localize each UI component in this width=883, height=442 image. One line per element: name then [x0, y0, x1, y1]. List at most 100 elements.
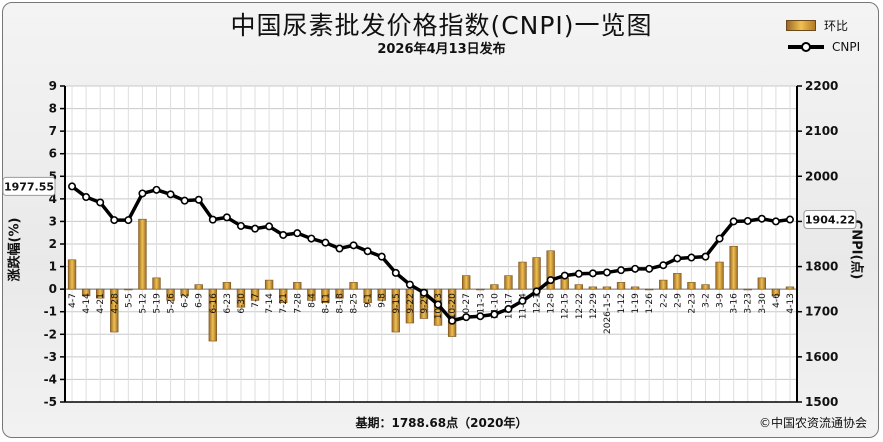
x-tick-label: 6-9: [195, 293, 205, 308]
x-tick-label: 11-10: [490, 293, 500, 319]
x-tick-label: 4-13: [786, 293, 796, 313]
bar: [293, 282, 302, 290]
cnpi-point: [588, 269, 597, 278]
x-tick-label: 8-18: [336, 293, 346, 314]
y-tick-label: 4: [49, 192, 57, 206]
cnpi-point: [659, 261, 668, 270]
x-tick-label: 9-8: [378, 293, 388, 308]
x-tick-label: 6-30: [237, 293, 247, 314]
bar: [152, 277, 161, 290]
x-tick-label: 4-6: [772, 293, 782, 308]
cnpi-line: [70, 185, 791, 323]
x-tick-label: 10-27: [462, 293, 472, 319]
x-tick-label: 5-26: [167, 293, 177, 314]
cnpi-point: [617, 266, 626, 275]
cnpi-point: [462, 313, 471, 322]
cnpi-point: [701, 252, 710, 261]
x-tick-label: 3-2: [702, 293, 712, 308]
bar: [391, 288, 400, 333]
legend-bar-swatch: [786, 19, 816, 31]
cnpi-point: [715, 234, 724, 243]
bar: [447, 288, 457, 337]
x-tick-label: 11-24: [519, 293, 529, 319]
value-callout-box: [2, 176, 56, 196]
bar: [729, 245, 738, 290]
bar: [124, 288, 133, 291]
y-tick-label: 6: [49, 147, 57, 161]
x-tick-label: 3-23: [744, 293, 754, 313]
legend-line-swatch: [788, 42, 824, 52]
bar: [81, 288, 91, 297]
x-tick-label: 1-19: [631, 293, 641, 314]
y2-tick-label: 1600: [805, 350, 838, 364]
x-tick-label: 12-29: [589, 293, 599, 319]
bar: [335, 288, 344, 299]
cnpi-point: [687, 253, 696, 262]
x-tick-label: 9-29: [420, 293, 430, 314]
y-tick-label: -1: [44, 305, 57, 319]
bar: [138, 218, 147, 290]
x-tick-label: 2026-1-5: [603, 293, 613, 334]
x-tick-label: 7-21: [279, 293, 289, 313]
cnpi-point: [434, 300, 443, 309]
bar: [687, 282, 696, 290]
cnpi-point: [166, 190, 175, 199]
value-callout-box: [803, 210, 857, 230]
legend-bar-label: 环比: [824, 18, 849, 33]
cnpi-point: [110, 216, 119, 225]
cnpi-point: [785, 215, 794, 224]
x-tick-label: 9-22: [406, 293, 416, 313]
x-tick-label: 4-28: [110, 293, 120, 314]
bar: [546, 250, 555, 290]
bar: [532, 257, 541, 290]
bar: [701, 284, 710, 290]
x-tick-label: 4-14: [82, 293, 92, 314]
cnpi-point: [391, 268, 400, 277]
chart-title: 中国尿素批发价格指数(CNPI)一览图: [230, 11, 653, 40]
cnpi-point: [279, 230, 288, 239]
bar: [673, 273, 682, 290]
x-tick-label: 8-25: [350, 293, 360, 313]
y2-tick-label: 1800: [805, 260, 838, 274]
y-tick-label: 2: [49, 237, 57, 251]
cnpi-point: [518, 296, 527, 305]
cnpi-point: [743, 216, 752, 225]
y2-tick-label: 2100: [805, 124, 838, 138]
legend-item-bar: 环比: [786, 14, 860, 36]
bar: [476, 288, 485, 291]
cnpi-point: [194, 195, 203, 204]
cnpi-point: [335, 244, 344, 253]
cnpi-point: [293, 229, 302, 238]
chart-subtitle: 2026年4月13日发布: [377, 42, 506, 57]
bar: [349, 282, 358, 290]
cnpi-point: [180, 196, 189, 205]
x-tick-label: 6-23: [223, 293, 233, 313]
y-tick-label: 3: [49, 214, 57, 228]
cnpi-point: [138, 189, 147, 198]
legend: 环比 CNPI: [786, 14, 860, 58]
cnpi-point: [504, 305, 513, 314]
x-tick-label: 4-7: [68, 293, 78, 308]
value-callout-label: 1904.22: [805, 214, 855, 227]
x-tick-label: 5-5: [124, 293, 134, 308]
bar: [785, 286, 795, 290]
cnpi-point: [532, 287, 541, 296]
x-tick-label: 9-1: [364, 293, 374, 308]
bar: [518, 261, 527, 290]
cnpi-point: [448, 316, 457, 325]
cnpi-point: [574, 269, 583, 278]
cnpi-point: [363, 247, 372, 256]
cnpi-point: [152, 185, 161, 194]
legend-line-label: CNPI: [832, 40, 861, 54]
y-tick-label: -4: [44, 372, 57, 386]
y2-tick-label: 1700: [805, 305, 838, 319]
x-tick-label: 1-26: [645, 293, 655, 314]
cnpi-point: [405, 280, 414, 289]
bar: [321, 288, 330, 303]
y-tick-label: 0: [49, 282, 57, 296]
cnpi-point: [546, 276, 555, 285]
cnpi-point: [321, 238, 330, 247]
y2-tick-label: 2200: [805, 79, 838, 93]
x-tick-label: 11-3: [476, 293, 486, 313]
